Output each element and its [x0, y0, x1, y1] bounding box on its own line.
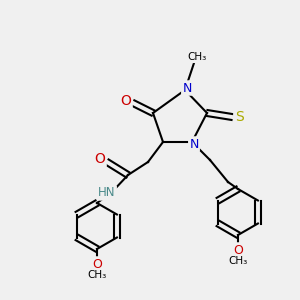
Text: O: O: [94, 152, 105, 166]
Text: CH₃: CH₃: [228, 256, 248, 266]
Text: O: O: [233, 244, 243, 256]
Text: HN: HN: [98, 187, 116, 200]
Text: CH₃: CH₃: [188, 52, 207, 62]
Text: O: O: [121, 94, 131, 108]
Text: N: N: [182, 82, 192, 94]
Text: O: O: [92, 257, 102, 271]
Text: S: S: [235, 110, 243, 124]
Text: CH₃: CH₃: [87, 270, 106, 280]
Text: N: N: [189, 137, 199, 151]
